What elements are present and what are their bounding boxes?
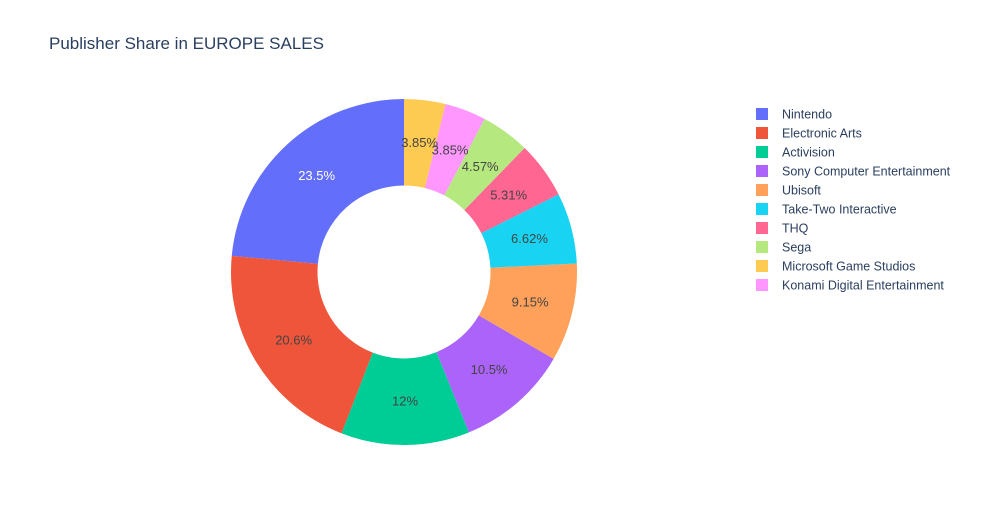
legend-label: Electronic Arts bbox=[782, 127, 862, 141]
legend[interactable]: Nintendo Electronic Arts Activision Sony Co… bbox=[756, 108, 951, 293]
slice-sony-computer-entertainment[interactable] bbox=[436, 315, 554, 433]
slice-electronic-arts[interactable] bbox=[230, 255, 373, 434]
legend-item[interactable]: Take-Two Interactive bbox=[756, 203, 897, 217]
legend-swatch bbox=[756, 108, 768, 120]
slice-label: 20.6% bbox=[275, 332, 312, 347]
legend-item[interactable]: Activision bbox=[756, 146, 835, 160]
legend-label: Activision bbox=[782, 146, 835, 160]
slice-label: 10.5% bbox=[471, 362, 508, 377]
slice-label: 23.5% bbox=[298, 168, 335, 183]
legend-swatch bbox=[756, 127, 768, 139]
slice-labels: 23.5%20.6%12%10.5%9.15%6.62%5.31%4.57%3.… bbox=[275, 135, 549, 409]
legend-item[interactable]: Nintendo bbox=[756, 108, 832, 122]
legend-swatch bbox=[756, 165, 768, 177]
slice-take-two-interactive[interactable] bbox=[481, 194, 577, 268]
slice-activision[interactable] bbox=[341, 352, 469, 445]
legend-swatch bbox=[756, 260, 768, 272]
slice-label: 3.85% bbox=[432, 143, 469, 158]
legend-label: Konami Digital Entertainment bbox=[782, 279, 944, 293]
legend-label: Nintendo bbox=[782, 108, 832, 122]
legend-swatch bbox=[756, 222, 768, 234]
legend-swatch bbox=[756, 146, 768, 158]
slice-label: 4.57% bbox=[462, 159, 499, 174]
legend-swatch bbox=[756, 184, 768, 196]
legend-label: Sony Computer Entertainment bbox=[782, 165, 951, 179]
legend-label: Sega bbox=[782, 241, 811, 255]
chart-title: Publisher Share in EUROPE SALES bbox=[49, 34, 324, 53]
slice-konami-digital-entertainment[interactable] bbox=[424, 104, 485, 196]
slice-label: 12% bbox=[392, 394, 418, 409]
legend-item[interactable]: Ubisoft bbox=[756, 184, 821, 198]
slice-ubisoft[interactable] bbox=[478, 263, 577, 359]
legend-label: THQ bbox=[782, 222, 809, 236]
slice-label: 5.31% bbox=[490, 187, 527, 202]
slice-nintendo[interactable] bbox=[231, 99, 404, 264]
slices bbox=[230, 99, 577, 445]
legend-label: Ubisoft bbox=[782, 184, 821, 198]
legend-item[interactable]: Electronic Arts bbox=[756, 127, 862, 141]
legend-item[interactable]: Microsoft Game Studios bbox=[756, 260, 915, 274]
legend-label: Take-Two Interactive bbox=[782, 203, 897, 217]
legend-item[interactable]: Konami Digital Entertainment bbox=[756, 279, 944, 293]
slice-label: 9.15% bbox=[512, 295, 549, 310]
legend-swatch bbox=[756, 203, 768, 215]
legend-swatch bbox=[756, 241, 768, 253]
slice-thq[interactable] bbox=[464, 147, 559, 234]
slice-label: 3.85% bbox=[401, 135, 438, 150]
legend-item[interactable]: THQ bbox=[756, 222, 809, 236]
slice-sega[interactable] bbox=[444, 118, 525, 210]
legend-item[interactable]: Sony Computer Entertainment bbox=[756, 165, 951, 179]
legend-label: Microsoft Game Studios bbox=[782, 260, 915, 274]
legend-item[interactable]: Sega bbox=[756, 241, 811, 255]
slice-microsoft-game-studios[interactable] bbox=[404, 99, 446, 189]
slice-label: 6.62% bbox=[511, 231, 548, 246]
legend-swatch bbox=[756, 279, 768, 291]
